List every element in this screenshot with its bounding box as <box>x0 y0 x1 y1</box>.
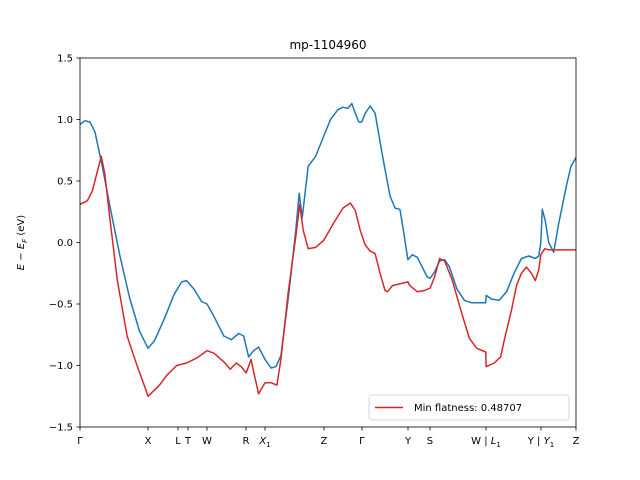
y-tick-label: 0.0 <box>57 238 73 249</box>
x-tick-label: X1 <box>258 436 270 449</box>
x-tick-label: W | L1 <box>471 436 501 449</box>
y-tick-label: −1.5 <box>49 423 73 434</box>
x-tick-label: T <box>184 436 192 447</box>
x-tick-label: Z <box>573 436 580 447</box>
chart-title: mp-1104960 <box>289 38 366 52</box>
series-line-1 <box>80 155 576 398</box>
legend-label: Min flatness: 0.48707 <box>414 403 522 414</box>
y-axis-ticks: −1.5 −1.0 −0.5 0.0 0.5 1.0 1.5 <box>49 54 80 434</box>
y-tick-label: 0.5 <box>57 177 73 188</box>
series-line-0 <box>80 102 576 369</box>
x-axis-ticks: Γ X L T W R X1 Z Γ Y S W | L1 Y | Y1 Z <box>77 427 580 449</box>
y-tick-label: −0.5 <box>49 300 73 311</box>
series-group <box>80 102 576 398</box>
y-axis-label: E − EF (eV) <box>16 215 29 270</box>
x-tick-label: Γ <box>359 436 365 447</box>
x-tick-label: R <box>243 436 250 447</box>
x-tick-label: L <box>175 436 181 447</box>
x-tick-label: W <box>202 436 212 447</box>
plot-area <box>80 102 576 398</box>
legend-frame <box>368 394 570 421</box>
y-tick-label: −1.0 <box>49 361 73 372</box>
x-tick-label: Y <box>404 436 412 447</box>
x-tick-label: S <box>427 436 433 447</box>
x-tick-label: Y | Y1 <box>527 436 554 449</box>
y-tick-label: 1.0 <box>57 115 73 126</box>
x-tick-label: Γ <box>77 436 83 447</box>
x-tick-label: Z <box>321 436 328 447</box>
y-tick-label: 1.5 <box>57 54 73 65</box>
x-tick-label: X <box>145 436 152 447</box>
legend: Min flatness: 0.48707 <box>368 394 570 421</box>
